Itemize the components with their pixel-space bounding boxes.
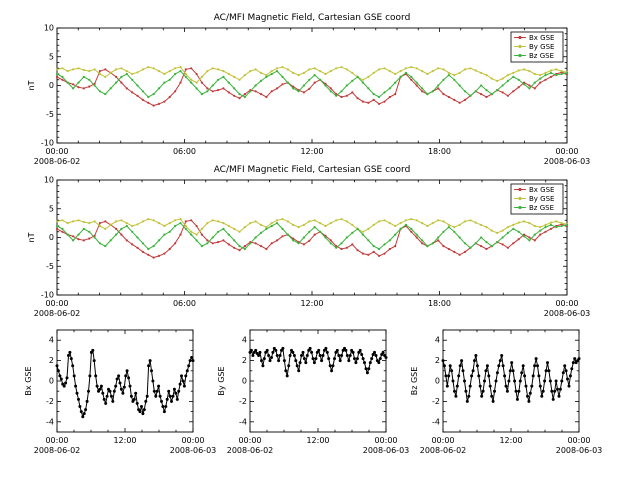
svg-text:4: 4: [49, 336, 54, 345]
svg-text:-2: -2: [432, 397, 440, 406]
svg-text:12:00: 12:00: [306, 436, 329, 445]
svg-text:-4: -4: [432, 417, 440, 426]
svg-text:Bz GSE: Bz GSE: [410, 367, 419, 396]
svg-text:0: 0: [49, 233, 54, 242]
svg-text:2008-06-02: 2008-06-02: [34, 309, 81, 318]
svg-text:5: 5: [49, 204, 54, 213]
svg-text:00:00: 00:00: [374, 436, 397, 445]
svg-text:12:00: 12:00: [300, 147, 323, 156]
svg-text:2008-06-02: 2008-06-02: [227, 446, 274, 455]
svg-text:0: 0: [435, 377, 440, 386]
svg-text:By GSE: By GSE: [529, 195, 554, 203]
svg-text:2008-06-03: 2008-06-03: [170, 446, 217, 455]
svg-text:00:00: 00:00: [45, 299, 68, 308]
top-panel-title: AC/MFI Magnetic Field, Cartesian GSE coo…: [213, 13, 411, 23]
svg-text:0: 0: [242, 377, 247, 386]
svg-text:00:00: 00:00: [567, 436, 590, 445]
svg-text:Bx GSE: Bx GSE: [24, 366, 33, 395]
svg-text:2: 2: [49, 356, 54, 365]
svg-text:-2: -2: [239, 397, 247, 406]
svg-text:4: 4: [242, 336, 247, 345]
svg-text:06:00: 06:00: [173, 147, 196, 156]
svg-text:00:00: 00:00: [431, 436, 454, 445]
svg-text:00:00: 00:00: [555, 299, 578, 308]
svg-text:2008-06-03: 2008-06-03: [363, 446, 410, 455]
svg-text:Bx GSE: Bx GSE: [529, 34, 554, 42]
svg-text:2008-06-03: 2008-06-03: [544, 157, 591, 166]
svg-text:2008-06-02: 2008-06-02: [34, 157, 81, 166]
svg-text:-5: -5: [46, 262, 54, 271]
svg-text:By GSE: By GSE: [217, 366, 226, 395]
svg-text:nT: nT: [27, 80, 36, 90]
svg-text:2008-06-03: 2008-06-03: [544, 309, 591, 318]
svg-text:0: 0: [49, 81, 54, 90]
svg-text:00:00: 00:00: [45, 147, 68, 156]
middle-panel-title: AC/MFI Magnetic Field, Cartesian GSE coo…: [213, 165, 411, 175]
svg-text:12:00: 12:00: [113, 436, 136, 445]
svg-text:Bx GSE: Bx GSE: [529, 186, 554, 194]
svg-text:Bz GSE: Bz GSE: [529, 52, 554, 60]
svg-text:00:00: 00:00: [45, 436, 68, 445]
svg-text:-4: -4: [239, 417, 247, 426]
svg-text:2008-06-02: 2008-06-02: [420, 446, 467, 455]
svg-text:5: 5: [49, 52, 54, 61]
svg-text:-4: -4: [46, 417, 54, 426]
svg-text:00:00: 00:00: [555, 147, 578, 156]
svg-text:00:00: 00:00: [238, 436, 261, 445]
svg-text:18:00: 18:00: [428, 299, 451, 308]
svg-text:2008-06-02: 2008-06-02: [34, 446, 81, 455]
svg-text:0: 0: [49, 377, 54, 386]
svg-text:-2: -2: [46, 397, 54, 406]
svg-text:10: 10: [44, 24, 54, 33]
svg-text:00:00: 00:00: [181, 436, 204, 445]
svg-text:nT: nT: [27, 232, 36, 242]
svg-text:Bz GSE: Bz GSE: [529, 204, 554, 212]
svg-text:By GSE: By GSE: [529, 43, 554, 51]
svg-text:2008-06-03: 2008-06-03: [556, 446, 603, 455]
svg-text:-5: -5: [46, 110, 54, 119]
svg-text:4: 4: [435, 336, 440, 345]
svg-text:2: 2: [242, 356, 247, 365]
svg-text:2: 2: [435, 356, 440, 365]
svg-text:-10: -10: [41, 139, 54, 148]
svg-text:10: 10: [44, 176, 54, 185]
svg-text:-10: -10: [41, 291, 54, 300]
svg-text:12:00: 12:00: [499, 436, 522, 445]
svg-text:12:00: 12:00: [300, 299, 323, 308]
svg-text:18:00: 18:00: [428, 147, 451, 156]
svg-text:06:00: 06:00: [173, 299, 196, 308]
